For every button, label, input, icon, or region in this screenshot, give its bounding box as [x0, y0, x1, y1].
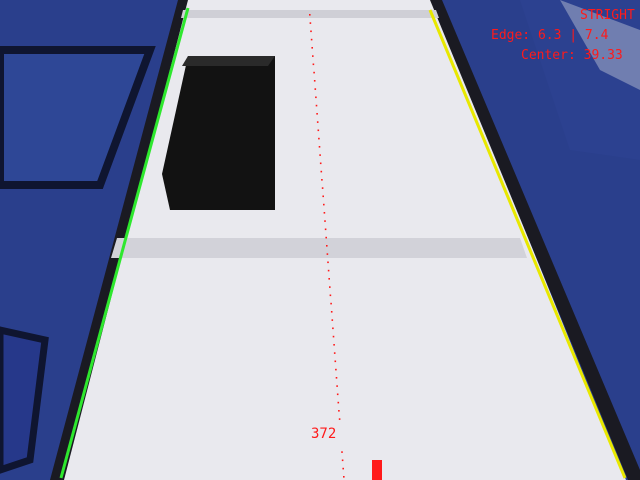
centerline-dot: [341, 451, 343, 453]
mat-panel-left-bottom: [0, 326, 49, 474]
centerline-dot: [313, 71, 315, 74]
centerline-dot: [316, 113, 318, 115]
edge-distance-readout: Edge: 6.3 | 7.4: [491, 28, 609, 43]
centerline-dot: [335, 368, 337, 371]
centerline-dot: [324, 220, 326, 222]
lane-seam-middle: [111, 238, 527, 258]
obstacle-block: [162, 56, 275, 210]
lane-tape-right: [430, 0, 640, 480]
centerline-dot: [330, 302, 332, 305]
centerline-dot: [338, 418, 341, 420]
centerline-dot: [323, 212, 326, 214]
centerline-dot: [309, 14, 311, 16]
centerline-dot: [329, 286, 331, 288]
target-distance-label: 372: [311, 426, 337, 442]
centerline-dot: [343, 476, 345, 478]
centerline-dot: [321, 187, 324, 189]
centerline-dot: [312, 63, 315, 66]
centerline-dot: [337, 401, 340, 404]
centerline-dot: [334, 360, 337, 363]
centerline-dot: [342, 467, 344, 470]
centerline-dot: [309, 22, 312, 24]
centerline-dot: [328, 278, 330, 280]
centerline-dot: [331, 319, 334, 321]
centerline-dot: [315, 104, 318, 107]
drive-mode-label: STRIGHT: [580, 8, 635, 23]
center-marker-icon: [372, 460, 382, 480]
centerline-dot: [323, 203, 325, 206]
centerline-dot: [325, 236, 327, 239]
centerline-dot: [318, 146, 321, 148]
centerline-dot: [315, 96, 317, 99]
centerline-dot: [321, 179, 323, 181]
centerline-dot: [338, 410, 340, 412]
mat-glare: [560, 0, 640, 90]
centerline-dots: [309, 14, 345, 478]
obstacle-block-top: [182, 56, 275, 66]
centerline-dot: [312, 55, 314, 57]
centerline-dot: [326, 245, 328, 247]
centerline-dot: [327, 269, 330, 272]
centerline-dot: [318, 137, 320, 140]
centerline-dot: [310, 38, 313, 41]
centerline-dot: [336, 393, 339, 396]
center-value-readout: Center: 39.33: [521, 48, 623, 63]
centerline-dot: [317, 129, 320, 132]
centerline-dot: [311, 47, 313, 49]
centerline-dot: [327, 261, 329, 264]
centerline-dot: [326, 253, 329, 255]
centerline-dot: [335, 377, 338, 379]
centerline-dot: [332, 335, 335, 338]
centerline-dot: [333, 344, 335, 346]
centerline-dot: [332, 327, 334, 330]
centerline-dot: [329, 294, 332, 297]
centerline-dot: [314, 88, 317, 90]
centerline-dot: [319, 154, 321, 156]
centerline-dot: [333, 352, 336, 354]
centerline-dot: [310, 30, 312, 33]
centerline-dot: [336, 385, 338, 387]
centerline-dot: [322, 195, 324, 198]
centerline-dot: [341, 459, 344, 462]
centerline-dot: [316, 121, 319, 123]
centerline-dot: [330, 311, 333, 313]
centerline-dot: [313, 80, 316, 82]
centerline-dot: [324, 228, 327, 231]
right-edge-line: [428, 9, 627, 479]
centerline-dot: [320, 170, 323, 173]
mat-panel-left: [0, 46, 156, 189]
centerline-dot: [319, 162, 322, 165]
left-edge-line: [59, 7, 190, 479]
